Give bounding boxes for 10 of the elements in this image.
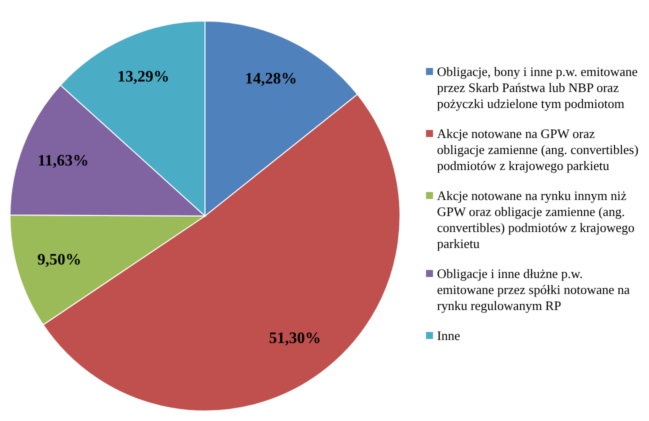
legend-label: Obligacje, bony i inne p.w. emitowane przez Skarb Państwa lub NBP oraz pożyczki udzielone tym podmiotom (437, 64, 639, 112)
legend-label: Akcje notowane na rynku innym niż GPW oraz obligacje zamienne (ang. convertibles) podmiotów z krajowego parkietu (437, 188, 636, 252)
data-label: 11,63% (38, 152, 89, 170)
data-label: 14,28% (244, 70, 297, 88)
legend-label: Akcje notowane na GPW oraz obligacje zamienne (ang. convertibles) podmiotów z krajowego parkietu (437, 126, 640, 174)
legend-label: Obligacje i inne dłużne p.w. emitowane przez spółki notowane na rynku regulowanym RP (437, 266, 631, 314)
data-label: 51,30% (268, 330, 321, 348)
data-label: 9,50% (37, 251, 82, 268)
data-label: 13,29% (117, 68, 170, 86)
legend-label: Inne (437, 328, 460, 344)
